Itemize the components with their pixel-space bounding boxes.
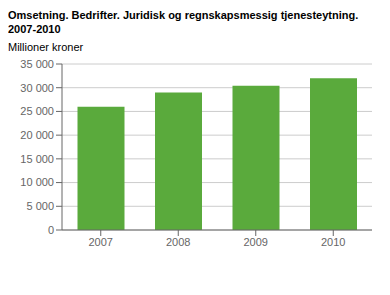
svg-text:2010: 2010 xyxy=(321,236,345,248)
svg-text:0: 0 xyxy=(48,224,54,236)
html-text:Millioner kroner: Millioner kroner xyxy=(8,41,84,53)
svg-text:35 000: 35 000 xyxy=(20,58,54,70)
svg-text:20 000: 20 000 xyxy=(20,129,54,141)
svg-text:2007: 2007 xyxy=(89,236,113,248)
svg-text:5 000: 5 000 xyxy=(26,200,54,212)
svg-text:2008: 2008 xyxy=(166,236,190,248)
svg-text:2009: 2009 xyxy=(244,236,268,248)
svg-text:30 000: 30 000 xyxy=(20,82,54,94)
svg-text:15 000: 15 000 xyxy=(20,153,54,165)
svg-text:25 000: 25 000 xyxy=(20,105,54,117)
svg-text:10 000: 10 000 xyxy=(20,176,54,188)
html-text:Omsetning. Bedrifter. Juridisk: Omsetning. Bedrifter. Juridisk og regnsk… xyxy=(8,9,359,21)
html-text:2007-2010: 2007-2010 xyxy=(8,23,61,35)
